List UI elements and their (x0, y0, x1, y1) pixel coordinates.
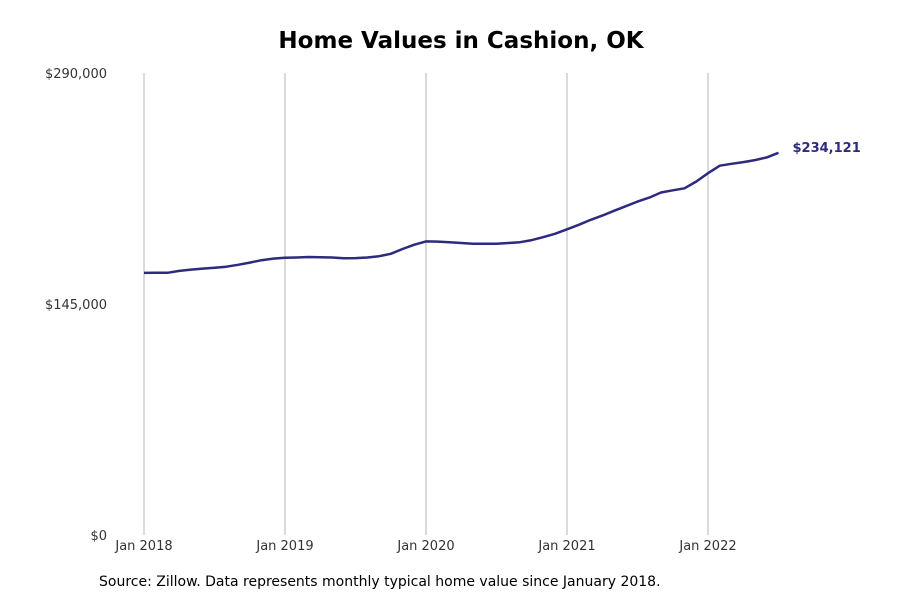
y-tick-label: $290,000 (45, 67, 107, 82)
y-tick-label: $145,000 (45, 298, 107, 313)
end-value-label: $234,121 (793, 141, 861, 156)
x-tick-label: Jan 2020 (396, 539, 454, 554)
grid-lines (143, 73, 709, 535)
chart-title: Home Values in Cashion, OK (278, 28, 644, 54)
x-tick-label: Jan 2018 (114, 539, 172, 554)
axis-labels: Jan 2018 Jan 2019 Jan 2020 Jan 2021 Jan 2022… (45, 67, 737, 554)
y-tick-label: $0 (90, 529, 107, 544)
x-tick-label: Jan 2022 (678, 539, 736, 554)
series-layer: $234,121 (143, 141, 861, 275)
x-tick-label: Jan 2021 (537, 539, 595, 554)
series-line (143, 151, 779, 275)
x-tick-label: Jan 2019 (255, 539, 313, 554)
source-note: Source: Zillow. Data represents monthly … (99, 574, 661, 590)
